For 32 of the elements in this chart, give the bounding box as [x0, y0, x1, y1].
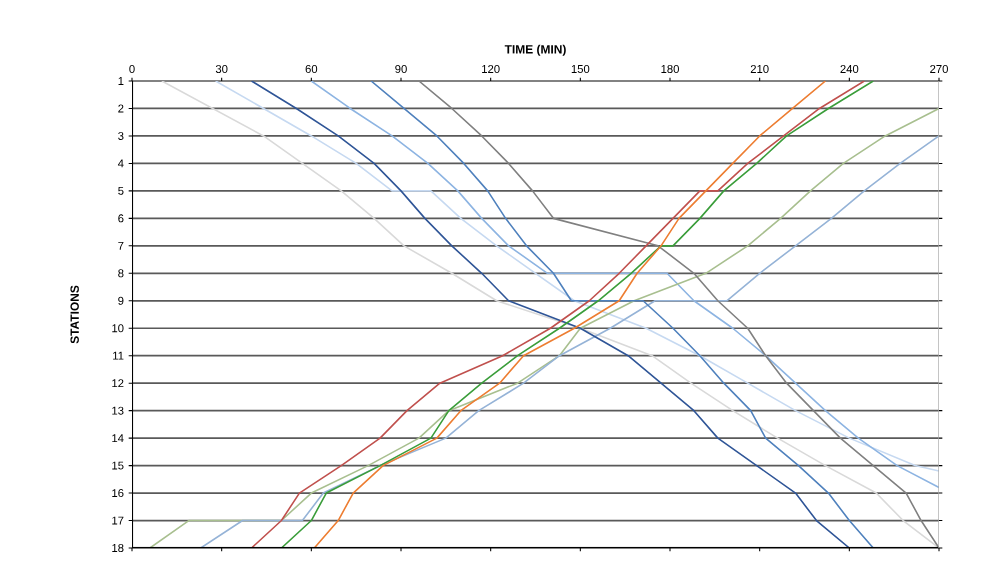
- x-tick-label: 30: [215, 65, 228, 73]
- y-tick-label: 7: [118, 241, 124, 250]
- y-tick-label: 17: [112, 516, 124, 525]
- y-tick-label: 1: [118, 77, 124, 85]
- line-series: [418, 81, 940, 549]
- x-axis-title: TIME (MIN): [504, 44, 566, 56]
- y-tick-label: 13: [112, 406, 124, 415]
- y-tick-label: 6: [118, 214, 124, 223]
- y-tick-label: 8: [118, 269, 124, 278]
- y-tick-label: 4: [117, 159, 124, 168]
- y-tick-label: 14: [112, 434, 124, 443]
- y-tick-label: 5: [118, 186, 124, 195]
- y-tick-label: 2: [118, 104, 124, 113]
- x-tick-label: 180: [661, 65, 679, 73]
- y-tick-label: 11: [113, 351, 124, 360]
- y-tick-label: 9: [118, 296, 124, 305]
- x-tick-label: 150: [571, 65, 590, 73]
- y-tick-label: 12: [112, 379, 124, 388]
- y-tick-label: 10: [112, 324, 124, 333]
- x-tick-label: 0: [129, 65, 135, 73]
- y-tick-label: 3: [118, 131, 124, 140]
- y-axis-title: STATIONS: [70, 285, 79, 344]
- x-tick-label: 240: [840, 65, 859, 73]
- x-tick-label: 270: [930, 65, 948, 73]
- x-tick-label: 60: [305, 65, 318, 73]
- x-tick-label: 90: [395, 65, 407, 73]
- x-tick-label: 120: [482, 65, 500, 73]
- y-tick-label: 18: [112, 544, 124, 552]
- y-tick-label: 15: [112, 461, 124, 470]
- y-tick-label: 16: [112, 489, 124, 498]
- x-tick-label: 210: [750, 65, 769, 73]
- line-series: [370, 81, 875, 549]
